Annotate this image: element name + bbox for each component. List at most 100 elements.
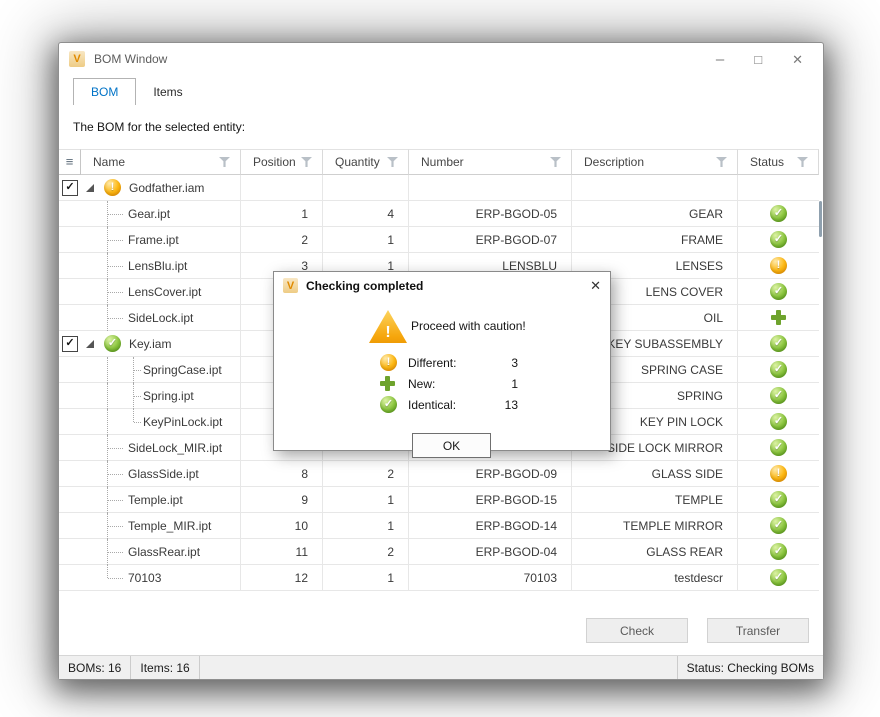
- position-cell: 10: [241, 513, 323, 539]
- position-cell: 1: [241, 201, 323, 227]
- filter-icon[interactable]: [301, 157, 312, 167]
- tree-line-icon: [133, 357, 134, 383]
- status-items-count: Items: 16: [131, 656, 200, 679]
- column-header-number[interactable]: Number: [409, 149, 572, 175]
- column-header-label: Name: [93, 155, 126, 169]
- row-checkbox[interactable]: ✓: [62, 179, 78, 196]
- window-title: BOM Window: [94, 52, 168, 66]
- status-cell: !: [738, 461, 819, 487]
- status-ok-icon: ✓: [770, 439, 787, 456]
- status-message: Status: Checking BOMs: [676, 656, 823, 679]
- position-cell: 12: [241, 565, 323, 591]
- item-name: Temple.ipt: [128, 492, 183, 507]
- number-cell: 70103: [409, 565, 572, 591]
- description-cell: GLASS REAR: [572, 539, 738, 565]
- tree-line-icon: [107, 305, 108, 331]
- column-header-description[interactable]: Description: [572, 149, 738, 175]
- status-cell: ✓: [738, 331, 819, 357]
- number-cell: ERP-BGOD-04: [409, 539, 572, 565]
- status-cell: ✓: [738, 487, 819, 513]
- tab-strip: BOM Items: [59, 75, 823, 105]
- status-cell: ✓: [738, 435, 819, 461]
- row-select-cell: ✓: [59, 331, 81, 357]
- status-ok-icon: ✓: [770, 387, 787, 404]
- maximize-icon[interactable]: □: [754, 51, 763, 67]
- dialog-close-icon[interactable]: ✕: [590, 278, 601, 293]
- tree-line-icon: [133, 383, 134, 409]
- row-select-cell: [59, 279, 81, 305]
- number-cell: ERP-BGOD-09: [409, 461, 572, 487]
- close-icon[interactable]: ✕: [792, 51, 803, 67]
- filter-icon[interactable]: [797, 157, 808, 167]
- row-select-cell: [59, 409, 81, 435]
- item-name: Gear.ipt: [128, 206, 171, 221]
- number-cell: ERP-BGOD-15: [409, 487, 572, 513]
- row-select-cell: [59, 487, 81, 513]
- table-row[interactable]: Gear.ipt 1 4 ERP-BGOD-05 GEAR ✓: [59, 201, 819, 227]
- stat-different-icon: !: [380, 354, 397, 371]
- name-cell: Frame.ipt: [81, 227, 241, 253]
- table-row[interactable]: ✓! Godfather.iam: [59, 175, 819, 201]
- tree-line-icon: [107, 513, 108, 539]
- column-header-status[interactable]: Status: [738, 149, 819, 175]
- grid-menu-cell[interactable]: ≡: [59, 149, 81, 175]
- name-cell: Temple_MIR.ipt: [81, 513, 241, 539]
- table-row[interactable]: GlassRear.ipt 11 2 ERP-BGOD-04 GLASS REAR ✓: [59, 539, 819, 565]
- row-select-cell: ✓: [59, 175, 81, 201]
- name-cell: Spring.ipt: [81, 383, 241, 409]
- item-name: GlassSide.ipt: [128, 466, 199, 481]
- quantity-cell: 1: [323, 227, 409, 253]
- status-cell: ✓: [738, 227, 819, 253]
- tree-line-icon: [108, 500, 123, 501]
- status-cell: ✓: [738, 513, 819, 539]
- tree-line-icon: [107, 565, 108, 578]
- description-cell: GEAR: [572, 201, 738, 227]
- tree-line-icon: [107, 409, 108, 435]
- tree-line-icon: [107, 279, 108, 305]
- status-cell: ✓: [738, 383, 819, 409]
- column-header-position[interactable]: Position: [241, 149, 323, 175]
- expander-icon[interactable]: [86, 183, 94, 192]
- table-row[interactable]: Temple.ipt 9 1 ERP-BGOD-15 TEMPLE ✓: [59, 487, 819, 513]
- stat-value: 13: [504, 397, 518, 412]
- status-cell: ✓: [738, 357, 819, 383]
- item-name: LensCover.ipt: [128, 284, 202, 299]
- tree-line-icon: [107, 383, 108, 409]
- row-select-cell: [59, 565, 81, 591]
- filter-icon[interactable]: [550, 157, 561, 167]
- name-cell: LensCover.ipt: [81, 279, 241, 305]
- transfer-button[interactable]: Transfer: [707, 618, 809, 643]
- item-name: Godfather.iam: [129, 180, 205, 195]
- table-row[interactable]: 70103 12 1 70103 testdescr ✓: [59, 565, 819, 591]
- column-header-quantity[interactable]: Quantity: [323, 149, 409, 175]
- filter-icon[interactable]: [716, 157, 727, 167]
- vertical-scrollbar-thumb[interactable]: [819, 201, 822, 237]
- row-checkbox[interactable]: ✓: [62, 335, 78, 352]
- description-cell: TEMPLE MIRROR: [572, 513, 738, 539]
- grid-header-row: ≡ Name Position Quantity Number Description S…: [59, 149, 819, 175]
- table-row[interactable]: GlassSide.ipt 8 2 ERP-BGOD-09 GLASS SIDE!: [59, 461, 819, 487]
- filter-icon[interactable]: [219, 157, 230, 167]
- tree-line-icon: [107, 357, 108, 383]
- name-cell: LensBlu.ipt: [81, 253, 241, 279]
- expander-icon[interactable]: [86, 339, 94, 348]
- stat-label: Different:: [408, 355, 457, 370]
- minimize-icon[interactable]: –: [715, 50, 725, 68]
- tab-items[interactable]: Items: [153, 85, 183, 99]
- tree-line-icon: [108, 552, 123, 553]
- filter-icon[interactable]: [387, 157, 398, 167]
- ok-button[interactable]: OK: [412, 433, 491, 458]
- table-row[interactable]: Frame.ipt 2 1 ERP-BGOD-07 FRAME ✓: [59, 227, 819, 253]
- dialog-message: Proceed with caution!: [411, 319, 526, 333]
- app-icon: V: [69, 51, 85, 67]
- check-button[interactable]: Check: [586, 618, 688, 643]
- name-cell: GlassSide.ipt: [81, 461, 241, 487]
- tree-line-icon: [134, 422, 141, 423]
- name-cell: 70103: [81, 565, 241, 591]
- tab-bom[interactable]: BOM: [73, 78, 137, 105]
- table-row[interactable]: Temple_MIR.ipt 10 1 ERP-BGOD-14 TEMPLE MIRRO…: [59, 513, 819, 539]
- position-cell: 11: [241, 539, 323, 565]
- status-cell: ✓: [738, 565, 819, 591]
- dialog-body: ! Proceed with caution! ! Different: 3 New:…: [274, 299, 610, 458]
- column-header-name[interactable]: Name: [81, 149, 241, 175]
